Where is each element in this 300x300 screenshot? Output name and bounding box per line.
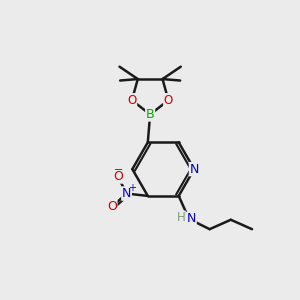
Text: N: N xyxy=(190,163,199,176)
Text: B: B xyxy=(146,108,154,121)
Text: −: − xyxy=(114,165,124,175)
Text: O: O xyxy=(164,94,173,107)
Text: N: N xyxy=(122,187,131,200)
Text: N: N xyxy=(187,212,196,225)
Text: O: O xyxy=(113,170,123,183)
Text: H: H xyxy=(176,211,185,224)
Text: O: O xyxy=(107,200,117,213)
Text: O: O xyxy=(127,94,136,107)
Text: +: + xyxy=(128,183,136,193)
